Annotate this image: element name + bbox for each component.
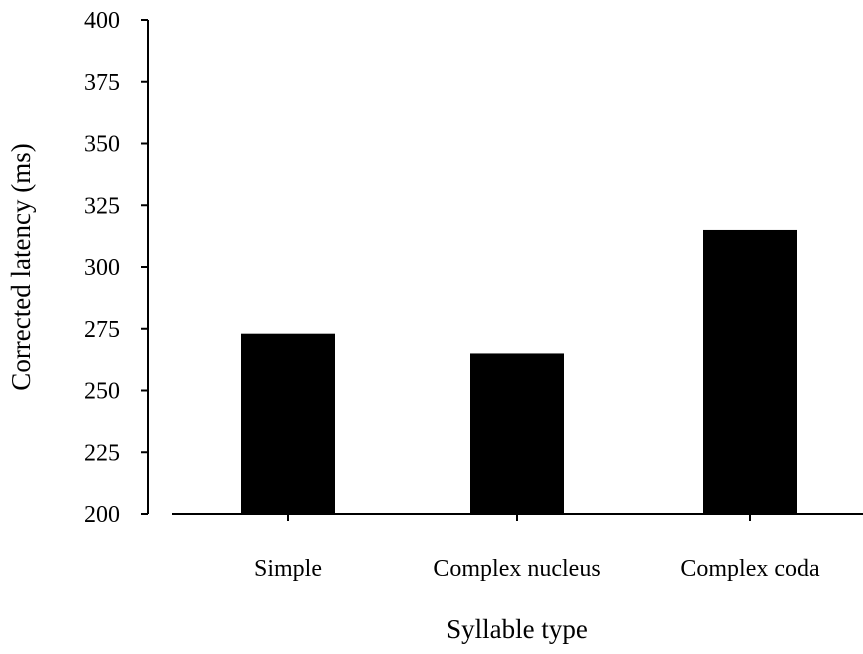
y-tick-label: 400 (84, 8, 120, 34)
bar-complex-coda (703, 229, 797, 514)
bar-complex-nucleus (470, 353, 564, 514)
x-axis-title: Syllable type (446, 614, 588, 644)
y-tick-label: 250 (84, 379, 120, 405)
bar-simple (241, 333, 335, 514)
y-tick-label: 300 (84, 255, 120, 281)
y-tick-label: 275 (84, 317, 120, 343)
x-category-label: Complex nucleus (433, 556, 600, 582)
bars (241, 229, 797, 514)
y-tick-label: 200 (84, 502, 120, 528)
y-tick-label: 325 (84, 193, 120, 219)
y-axis-title: Corrected latency (ms) (6, 143, 36, 390)
y-tick-label: 375 (84, 70, 120, 96)
y-axis: 200 225 250 275 300 325 350 375 400 (84, 8, 149, 528)
y-tick-label: 225 (84, 440, 120, 466)
x-category-label: Complex coda (680, 556, 820, 582)
x-category-label: Simple (254, 556, 322, 582)
x-axis: Simple Complex nucleus Complex coda (172, 513, 863, 582)
y-tick-label: 350 (84, 132, 120, 158)
